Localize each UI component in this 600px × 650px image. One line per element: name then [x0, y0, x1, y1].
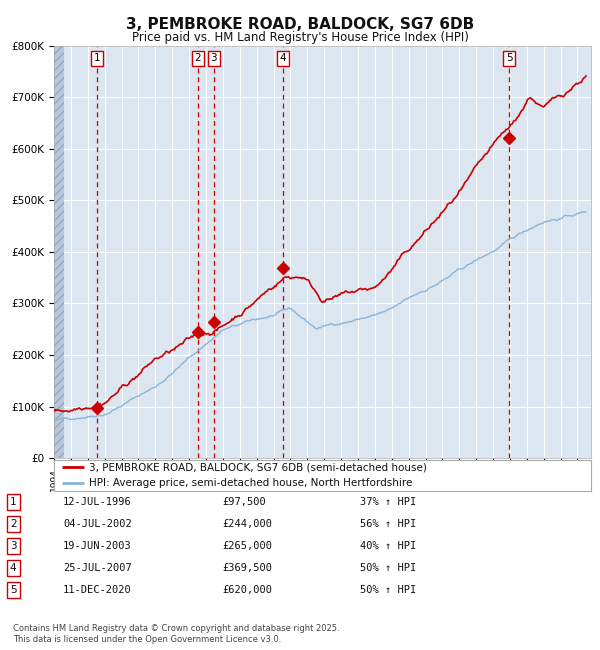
- Text: 4: 4: [280, 53, 286, 64]
- Text: 1: 1: [10, 497, 17, 507]
- Text: 19-JUN-2003: 19-JUN-2003: [63, 541, 132, 551]
- Text: 25-JUL-2007: 25-JUL-2007: [63, 563, 132, 573]
- Text: 5: 5: [10, 585, 17, 595]
- Text: 50% ↑ HPI: 50% ↑ HPI: [360, 585, 416, 595]
- Text: 2: 2: [194, 53, 201, 64]
- Text: £620,000: £620,000: [222, 585, 272, 595]
- Text: 4: 4: [10, 563, 17, 573]
- Text: £369,500: £369,500: [222, 563, 272, 573]
- Text: 56% ↑ HPI: 56% ↑ HPI: [360, 519, 416, 529]
- Bar: [54, 46, 64, 458]
- Text: 3, PEMBROKE ROAD, BALDOCK, SG7 6DB: 3, PEMBROKE ROAD, BALDOCK, SG7 6DB: [126, 17, 474, 32]
- Text: £265,000: £265,000: [222, 541, 272, 551]
- Text: Contains HM Land Registry data © Crown copyright and database right 2025.
This d: Contains HM Land Registry data © Crown c…: [13, 624, 340, 644]
- Text: 2: 2: [10, 519, 17, 529]
- Text: HPI: Average price, semi-detached house, North Hertfordshire: HPI: Average price, semi-detached house,…: [89, 478, 412, 488]
- Text: 40% ↑ HPI: 40% ↑ HPI: [360, 541, 416, 551]
- Text: 5: 5: [506, 53, 512, 64]
- Text: £97,500: £97,500: [222, 497, 266, 507]
- Text: 12-JUL-1996: 12-JUL-1996: [63, 497, 132, 507]
- Text: 37% ↑ HPI: 37% ↑ HPI: [360, 497, 416, 507]
- Text: 3: 3: [10, 541, 17, 551]
- Text: 50% ↑ HPI: 50% ↑ HPI: [360, 563, 416, 573]
- Text: 11-DEC-2020: 11-DEC-2020: [63, 585, 132, 595]
- Text: 1: 1: [94, 53, 100, 64]
- Text: 04-JUL-2002: 04-JUL-2002: [63, 519, 132, 529]
- Text: Price paid vs. HM Land Registry's House Price Index (HPI): Price paid vs. HM Land Registry's House …: [131, 31, 469, 44]
- Text: £244,000: £244,000: [222, 519, 272, 529]
- Text: 3: 3: [211, 53, 217, 64]
- Text: 3, PEMBROKE ROAD, BALDOCK, SG7 6DB (semi-detached house): 3, PEMBROKE ROAD, BALDOCK, SG7 6DB (semi…: [89, 462, 427, 473]
